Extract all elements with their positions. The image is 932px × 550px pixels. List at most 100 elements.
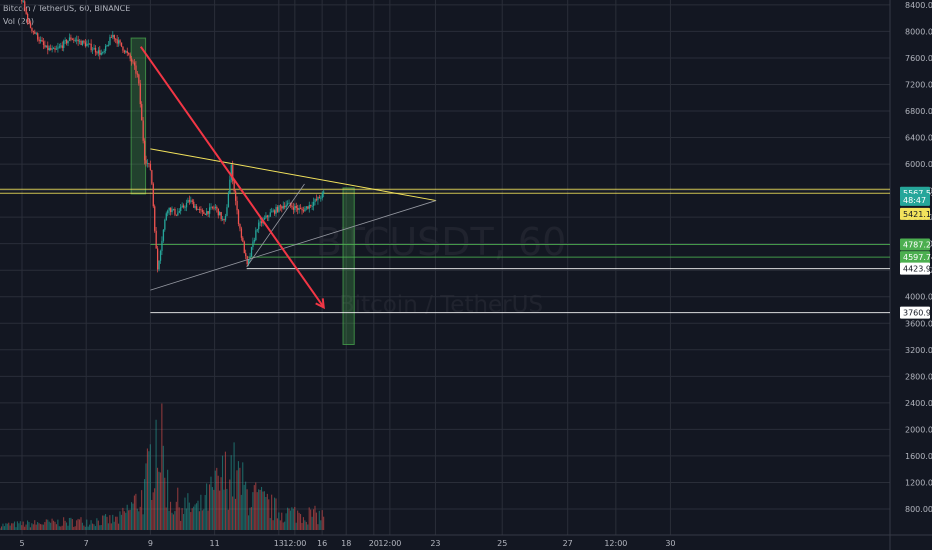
volume-bar — [229, 479, 231, 530]
volume-bar — [275, 498, 277, 530]
candle-body — [271, 211, 273, 213]
price-tick-label: 1200.00 — [905, 478, 932, 487]
volume-bar — [278, 512, 280, 530]
candle-body — [211, 206, 214, 208]
volume-bar — [184, 497, 186, 530]
candle-body — [243, 241, 245, 254]
candle-body — [145, 160, 147, 164]
time-tick-label: 25 — [497, 539, 507, 548]
volume-bar — [58, 526, 60, 530]
candle-body — [130, 58, 133, 62]
volume-bar — [221, 455, 224, 530]
candle-body — [312, 202, 315, 206]
candle-body — [155, 230, 157, 249]
candle-body — [249, 256, 251, 260]
candle-body — [159, 250, 162, 261]
volume-bar — [162, 445, 164, 530]
candle-body — [220, 212, 222, 220]
projection-zone-2[interactable] — [342, 187, 355, 346]
price-tick-label: 7600.00 — [905, 54, 932, 63]
projection-zone-1[interactable] — [130, 37, 147, 195]
candle-body — [120, 42, 123, 47]
candle-body — [221, 218, 224, 220]
price-tick-label: 800.00 — [905, 505, 932, 514]
candle-body — [223, 218, 225, 221]
candle-body — [268, 216, 270, 218]
volume-bar — [90, 520, 92, 530]
volume-bar — [156, 467, 159, 530]
volume-bar — [291, 507, 293, 530]
candle-body — [266, 215, 269, 218]
candle-body — [236, 200, 238, 211]
volume-bar — [171, 512, 173, 530]
volume-bar — [139, 506, 141, 530]
candle-body — [151, 170, 153, 184]
candle-body — [297, 207, 299, 210]
volume-bar — [61, 525, 63, 530]
volume-bar — [240, 494, 242, 530]
volume-bar — [38, 523, 40, 530]
candle-body — [61, 45, 63, 48]
triangle-lower-line[interactable] — [150, 200, 437, 291]
volume-bar — [286, 507, 289, 530]
volume-bar — [320, 520, 322, 530]
candle-body — [162, 229, 165, 241]
volume-bar — [198, 511, 200, 530]
candle-body — [181, 205, 183, 208]
candle-body — [41, 39, 43, 42]
candle-body — [100, 52, 102, 55]
triangle-upper-line[interactable] — [150, 148, 437, 202]
candle-body — [314, 199, 316, 203]
candle-body — [112, 34, 114, 38]
volume-bar — [117, 523, 120, 530]
candle-body — [143, 140, 146, 161]
volume-bar — [154, 488, 156, 530]
candle-body — [97, 50, 100, 54]
volume-bar — [73, 526, 75, 530]
volume-bar — [195, 503, 198, 530]
volume-bar — [181, 508, 183, 530]
candle-body — [305, 206, 308, 209]
candle-body — [247, 259, 250, 265]
volume-bar — [65, 522, 68, 530]
volume-bar — [211, 487, 213, 530]
candle-body — [28, 21, 30, 23]
volume-bar — [109, 515, 111, 530]
volume-bar — [138, 511, 140, 530]
candle-body — [57, 47, 59, 49]
volume-bar — [29, 527, 31, 530]
candle-body — [242, 237, 244, 242]
volume-bar — [259, 489, 261, 530]
volume-bar — [86, 519, 88, 530]
price-axis-marker-text: 3760.94 — [903, 309, 932, 318]
candle-body — [89, 43, 91, 45]
volume-bar — [323, 516, 325, 530]
candle-body — [123, 50, 126, 53]
candle-body — [237, 210, 240, 224]
time-tick-label: 13 — [274, 539, 284, 548]
volume-bar — [159, 472, 161, 530]
volume-bar — [210, 476, 212, 530]
volume-bar — [68, 517, 70, 530]
volume-bar — [317, 524, 319, 530]
price-axis-marker — [900, 306, 930, 319]
volume-bar — [265, 497, 267, 530]
candle-body — [240, 228, 243, 238]
inner-wedge-line[interactable] — [246, 183, 305, 268]
candle-body — [77, 39, 79, 42]
volume-bar — [321, 510, 323, 530]
volume-bar — [102, 515, 104, 530]
candle-body — [32, 31, 35, 32]
candle-body — [116, 39, 118, 44]
candle-body — [317, 197, 319, 201]
bearish-arrow-line[interactable] — [139, 46, 325, 308]
volume-bar — [180, 520, 182, 530]
candle-body — [263, 218, 266, 220]
volume-bar — [194, 504, 196, 530]
volume-bar — [96, 518, 98, 530]
volume-bar — [312, 509, 315, 530]
time-tick-label: 23 — [430, 539, 440, 548]
candle-body — [311, 205, 313, 207]
volume-bar — [11, 523, 13, 530]
